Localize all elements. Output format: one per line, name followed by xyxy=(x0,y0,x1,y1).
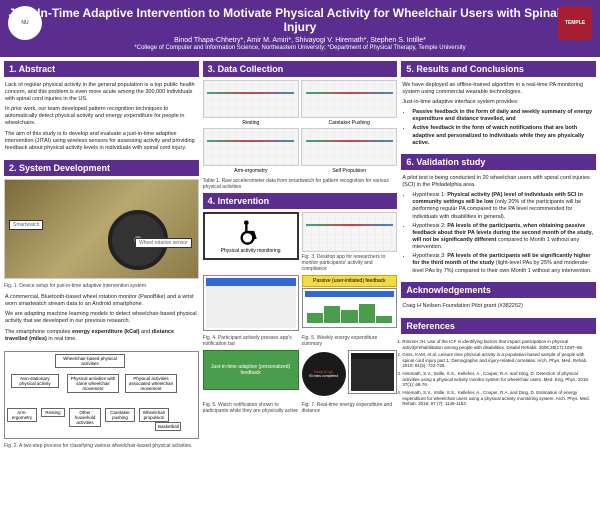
poster-body: 1. Abstract Lack of regular physical act… xyxy=(0,57,600,517)
validation-body: A pilot test is being conducted in 20 wh… xyxy=(401,173,596,279)
flow-b1: Arm-ergometry xyxy=(7,408,37,422)
intervention-grid: Physical activity monitoring Fig. 3. Des… xyxy=(203,212,398,414)
self-prop-chart xyxy=(301,128,397,166)
fig5-caption: Fig. 5. Weekly energy expenditure summar… xyxy=(302,335,398,347)
ref-1: Rimmer JH. Use of the ICF in identifying… xyxy=(402,339,595,350)
poster-header: NU TEMPLE Just-In-Time Adaptive Interven… xyxy=(0,0,600,57)
classification-flowchart: Wheelchair-based physical activities Non… xyxy=(4,351,199,439)
smartwatch-label: Smartwatch xyxy=(9,220,43,230)
summary-phone xyxy=(302,288,398,328)
wheelchair-icon xyxy=(237,218,265,248)
ref-2: Ginis, KAM, et al. Leisure time physical… xyxy=(402,352,595,369)
fig3-caption: Fig. 3. Desktop app for researchers to m… xyxy=(302,254,398,272)
results-b2: Active feedback in the form of watch not… xyxy=(412,125,595,146)
results-body: We have deployed an offline-trained algo… xyxy=(401,80,596,151)
watch-subtext: 93 mins completed xyxy=(309,374,338,378)
wheel-sensor-label: Wheel rotation sensor xyxy=(135,238,192,248)
intervention-header: 4. Intervention xyxy=(203,193,398,209)
passive-feedback-box: Passive (user-initiated) feedback xyxy=(302,275,398,287)
fig1-caption: Fig. 1. Device setup for just-in-time ad… xyxy=(4,283,199,289)
poster-title: Just-In-Time Adaptive Intervention to Mo… xyxy=(8,6,592,35)
fig2-caption: Fig. 2. A two-step process for classifyi… xyxy=(4,443,199,449)
system-dev-body: A commercial, Bluetooth-based wheel rota… xyxy=(4,292,199,348)
system-dev-header: 2. System Development xyxy=(4,160,199,176)
self-prop-label: Self Propulsion xyxy=(301,168,397,174)
authors: Binod Thapa-Chhetry*, Amir M. Amiri*, Sh… xyxy=(8,37,592,44)
column-3: 5. Results and Conclusions We have deplo… xyxy=(401,61,596,513)
ack-body: Craig H Neilsen Foundation Pilot grant (… xyxy=(401,301,596,315)
flow-left: Non-stationary physical activity xyxy=(11,374,59,388)
ack-text: Craig H Neilsen Foundation Pilot grant (… xyxy=(402,303,595,310)
column-2: 3. Data Collection Resting Caretaker Pus… xyxy=(203,61,398,513)
sysdev-p1: A commercial, Bluetooth-based wheel rota… xyxy=(5,294,198,308)
flow-ra: Physical activities with same wheelchair… xyxy=(67,374,119,393)
flow-b3: Other household activities xyxy=(69,408,101,427)
resting-chart xyxy=(203,80,299,118)
device-setup-photo: Smartwatch Wheel rotation sensor xyxy=(4,179,199,279)
abstract-p1: Lack of regular physical activity in the… xyxy=(5,82,198,103)
flow-b4: Caretaker pushing xyxy=(105,408,135,422)
ack-header: Acknowledgements xyxy=(401,282,596,298)
jitai-feedback-box: Just-in-time adaptive (personalized) fee… xyxy=(203,350,299,390)
abstract-header: 1. Abstract xyxy=(4,61,199,77)
fig4-caption: Fig. 4. Participant actively presses app… xyxy=(203,335,299,347)
results-p2: Just-in-time adaptive interface system p… xyxy=(402,99,595,106)
refs-header: References xyxy=(401,318,596,334)
accelerometer-data-grid: Resting Caretaker Pushing Arm-ergometry … xyxy=(203,80,398,174)
fig6-caption: Fig. 6. Watch notification shown to part… xyxy=(203,402,299,414)
desktop-app-fig xyxy=(302,212,398,252)
watch-notification: Keep it up! 93 mins completed xyxy=(302,352,346,396)
results-b1: Passive feedback in the form of daily an… xyxy=(412,109,595,123)
resting-label: Resting xyxy=(203,120,299,126)
flow-top: Wheelchair-based physical activities xyxy=(55,354,125,368)
notification-phone xyxy=(203,275,299,331)
arm-erg-chart xyxy=(203,128,299,166)
results-p1: We have deployed an offline-trained algo… xyxy=(402,82,595,96)
results-header: 5. Results and Conclusions xyxy=(401,61,596,77)
validation-p1: A pilot test is being conducted in 20 wh… xyxy=(402,175,595,189)
data-collection-header: 3. Data Collection xyxy=(203,61,398,77)
flow-b5: Wheelchair propulsion xyxy=(139,408,169,422)
realtime-phone xyxy=(348,350,398,394)
ref-4: Hiremath, S.V., Intille, S.S., Kelleher,… xyxy=(402,390,595,407)
sysdev-p2: We are adapting machine learning models … xyxy=(5,311,198,325)
abstract-body: Lack of regular physical activity in the… xyxy=(4,80,199,157)
sysdev-p3: The smartphone computes energy expenditu… xyxy=(5,329,198,343)
fig7-caption: Fig. 7. Real-time energy expenditure and… xyxy=(302,402,398,414)
abstract-p2: In prior work, our team developed patter… xyxy=(5,106,198,127)
hypothesis-3: Hypothesis 3: PA levels of the participa… xyxy=(412,253,595,274)
flow-b2: Resting xyxy=(41,408,65,417)
hypothesis-1: Hypothesis 1: Physical activity (PA) lev… xyxy=(412,192,595,221)
caretaker-chart xyxy=(301,80,397,118)
ref-3: Hiremath, S.V., Intille, S.S., Kelleher,… xyxy=(402,371,595,388)
table1-caption: Table 1. Raw accelerometer data from sma… xyxy=(203,178,398,190)
pam-icon-box: Physical activity monitoring xyxy=(203,212,299,260)
hypothesis-2: Hypothesis 2: PA levels of the participa… xyxy=(412,223,595,252)
refs-body: Rimmer JH. Use of the ICF in identifying… xyxy=(401,337,596,411)
flow-rb: Physical activities associated wheelchai… xyxy=(125,374,177,393)
caretaker-label: Caretaker Pushing xyxy=(301,120,397,126)
affiliations: *College of Computer and Information Sci… xyxy=(8,45,592,51)
pam-label: Physical activity monitoring xyxy=(221,248,281,254)
temple-logo: TEMPLE xyxy=(558,6,592,40)
abstract-p3: The aim of this study is to develop and … xyxy=(5,131,198,152)
northeastern-logo: NU xyxy=(8,6,42,40)
arm-erg-label: Arm-ergometry xyxy=(203,168,299,174)
column-1: 1. Abstract Lack of regular physical act… xyxy=(4,61,199,513)
flow-b6: Basketball xyxy=(155,422,181,431)
validation-header: 6. Validation study xyxy=(401,154,596,170)
